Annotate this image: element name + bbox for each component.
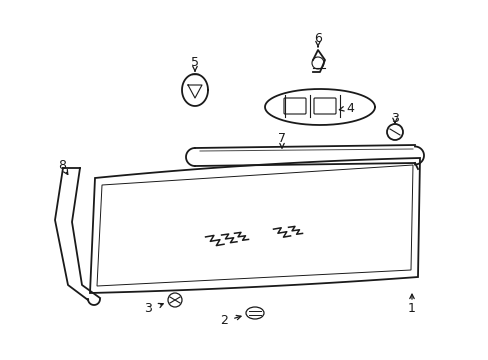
Text: 5: 5 [191, 55, 199, 68]
Text: 2: 2 [220, 314, 227, 327]
Text: 7: 7 [278, 131, 285, 144]
Text: 4: 4 [346, 102, 353, 114]
Text: 3: 3 [390, 112, 398, 125]
Text: 6: 6 [313, 32, 321, 45]
Text: 8: 8 [58, 158, 66, 171]
Text: 3: 3 [144, 302, 152, 315]
Text: 1: 1 [407, 302, 415, 315]
